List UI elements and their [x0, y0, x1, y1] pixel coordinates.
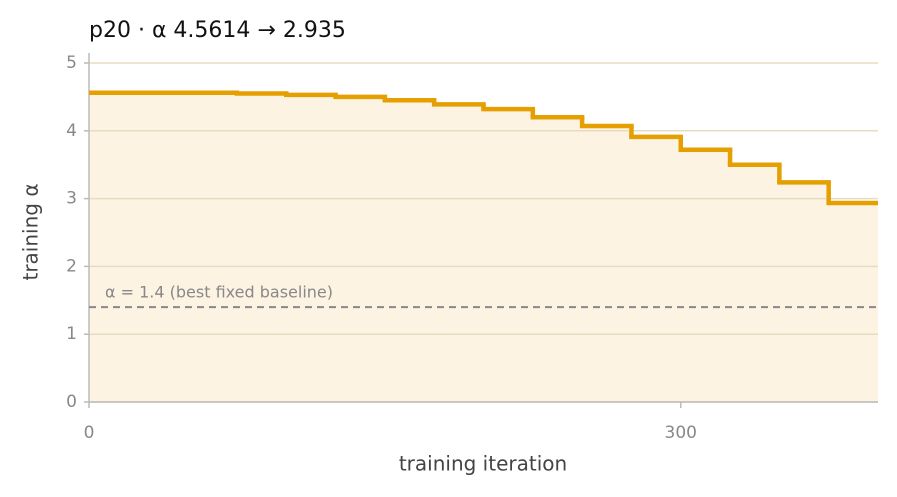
- area-fill: [89, 92, 237, 402]
- x-tick-label: 300: [665, 423, 697, 443]
- y-tick-label: 5: [66, 53, 77, 73]
- y-tick-label: 4: [66, 121, 77, 141]
- area-fill: [483, 109, 533, 402]
- area-fill: [631, 136, 681, 403]
- area-fill: [286, 94, 336, 402]
- y-tick-label: 0: [66, 392, 77, 412]
- area-fill: [828, 203, 878, 402]
- chart-title: p20 · α 4.5614 → 2.935: [89, 18, 346, 43]
- x-axis-label: training iteration: [399, 452, 567, 476]
- area-fill: [779, 182, 829, 402]
- area-fill: [384, 100, 435, 402]
- x-tick-label: 0: [84, 423, 95, 443]
- y-tick-label: 2: [66, 256, 77, 276]
- area-fill: [680, 149, 731, 402]
- y-tick-label: 3: [66, 189, 77, 209]
- y-axis-label: training α: [19, 183, 43, 280]
- baseline-label: α = 1.4 (best fixed baseline): [105, 283, 333, 302]
- y-tick-label: 1: [66, 324, 77, 344]
- area-fill: [730, 164, 780, 402]
- area-fill: [236, 93, 287, 402]
- area-fill: [335, 96, 385, 403]
- area-fill: [434, 104, 484, 402]
- area-fill: [532, 117, 583, 403]
- area-fill: [582, 126, 632, 402]
